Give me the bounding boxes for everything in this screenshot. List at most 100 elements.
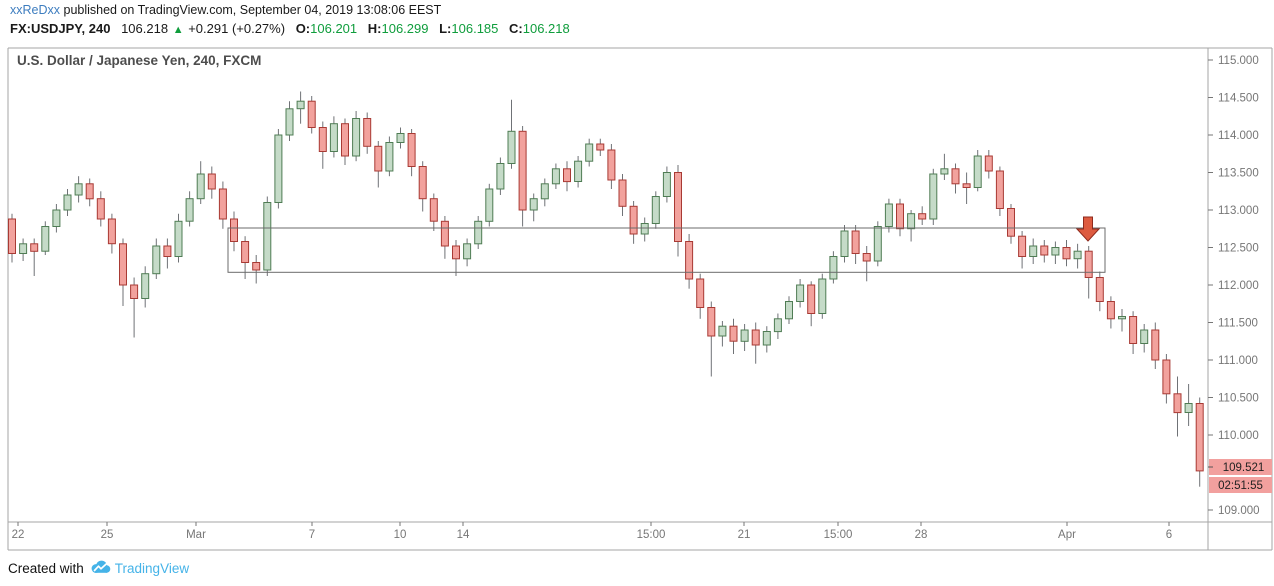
candle-body-down <box>685 241 694 280</box>
candle-body-up <box>152 245 161 275</box>
candle-body-up <box>385 142 394 172</box>
candle-body-up <box>63 194 72 211</box>
candle-body-down <box>452 245 460 260</box>
candle-body-down <box>252 262 261 271</box>
candle-body-up <box>574 160 583 182</box>
attribution-bar: xxReDxx published on TradingView.com, Se… <box>10 3 570 37</box>
candle-body-up <box>1029 245 1038 257</box>
candle-body-up <box>396 133 405 143</box>
candle-body-down <box>1162 359 1171 395</box>
price-axis-label: 110.500 <box>1218 393 1259 405</box>
high-stat: H:106.299 <box>368 21 429 36</box>
candle-body-up <box>651 196 660 224</box>
high-value: 106.299 <box>381 20 429 36</box>
candle-body-up <box>829 256 838 280</box>
candle-body-up <box>740 329 749 342</box>
candle-body-down <box>1018 235 1027 257</box>
candle-body-up <box>873 226 882 262</box>
candle-body-up <box>263 202 272 271</box>
candle-body-down <box>1106 301 1115 320</box>
candle-body-down <box>807 284 816 314</box>
rectangle-drawing[interactable] <box>227 227 1106 273</box>
close-stat: C:106.218 <box>509 21 570 36</box>
username-link[interactable]: xxReDxx <box>10 3 61 17</box>
candle-body-down <box>130 284 139 299</box>
price-axis-label: 114.500 <box>1218 93 1259 105</box>
candle-body-up <box>274 134 283 203</box>
candle-body-up <box>485 188 494 222</box>
candle-body-down <box>107 218 116 245</box>
candle-body-up <box>840 230 849 257</box>
candle-body-up <box>474 220 483 245</box>
tradingview-brand-link[interactable]: TradingView <box>114 560 190 576</box>
time-axis-label: 10 <box>394 529 407 541</box>
candle-body-down <box>518 130 527 211</box>
close-value: 106.218 <box>522 20 570 36</box>
price-axis-label: 113.000 <box>1218 205 1259 217</box>
candle-body-down <box>707 307 716 337</box>
candle-body-down <box>418 166 427 200</box>
candle-body-down <box>951 168 960 185</box>
last-price-badge-value: 109.521 <box>1223 462 1265 474</box>
candle-body-down <box>440 220 449 247</box>
candle-body-down <box>1095 277 1104 302</box>
candle-body-down <box>896 203 904 230</box>
time-axis-label: 15:00 <box>637 529 666 541</box>
candle-body-down <box>1195 403 1204 472</box>
candle-body-down <box>163 245 172 257</box>
candle-body-down <box>363 118 372 147</box>
candle-body-down <box>218 188 227 220</box>
candle-body-up <box>762 331 771 346</box>
candle-body-up <box>785 301 793 320</box>
candle-body-up <box>19 243 28 255</box>
published-text: published on TradingView.com, September … <box>60 3 442 17</box>
candle-body-up <box>507 130 516 165</box>
down-arrow-marker[interactable] <box>1075 216 1101 242</box>
candle-body-up <box>540 183 549 200</box>
candle-body-down <box>207 173 216 190</box>
candle-body-up <box>973 155 982 188</box>
price-axis-label: 111.500 <box>1218 318 1258 330</box>
last-price: 106.218 <box>121 20 169 36</box>
candle-body-down <box>563 168 571 183</box>
candle-body-down <box>751 329 760 346</box>
candle-body-down <box>341 123 349 157</box>
candle-body-up <box>662 172 671 197</box>
candle-body-down <box>8 218 16 254</box>
price-axis-label: 111.000 <box>1218 355 1258 367</box>
candle-body-up <box>818 278 827 314</box>
candle-body-down <box>85 183 94 200</box>
candle-body-up <box>529 198 538 211</box>
candle-body-down <box>696 278 705 308</box>
candle-body-up <box>196 173 205 200</box>
candle-body-up <box>463 243 472 260</box>
candle-body-up <box>1073 250 1082 260</box>
candle-body-down <box>407 133 416 167</box>
time-axis-label: 22 <box>12 529 25 541</box>
tradingview-logo-icon <box>90 559 112 578</box>
candle-body-down <box>995 170 1004 209</box>
candle-body-down <box>851 230 860 254</box>
candle-body-up <box>1184 403 1193 413</box>
candle-body-down <box>374 145 383 172</box>
candle-body-up <box>52 209 61 227</box>
symbol-status-line: FX:USDJPY, 240 106.218 ▲ +0.291 (+0.27%)… <box>10 21 570 38</box>
close-label: C: <box>509 20 523 36</box>
candles-layer <box>8 91 1204 487</box>
candle-body-up <box>296 100 305 110</box>
candle-body-down <box>674 172 682 242</box>
created-with-text: Created with <box>8 560 84 576</box>
candle-body-up <box>1118 316 1126 320</box>
open-value: 106.201 <box>310 20 358 36</box>
change-text: +0.291 (+0.27%) <box>188 20 286 36</box>
candle-body-down <box>307 100 316 128</box>
time-axis-label: 15:00 <box>824 529 853 541</box>
candle-body-down <box>629 205 638 235</box>
time-axis-label: Mar <box>186 529 206 541</box>
candle-body-down <box>1151 329 1160 361</box>
candle-body-down <box>862 253 871 262</box>
candle-body-down <box>318 127 327 152</box>
candle-body-down <box>1007 208 1015 237</box>
countdown-badge <box>1209 477 1272 493</box>
